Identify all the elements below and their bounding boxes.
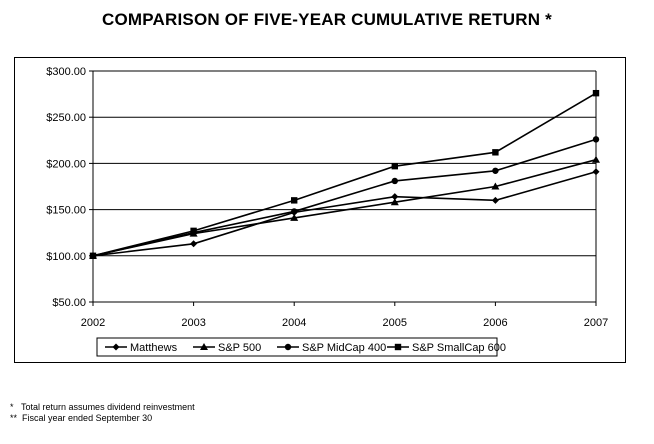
series-0-point-5 <box>592 168 600 176</box>
series-3-point-2 <box>291 197 298 204</box>
footnotes: * Total return assumes dividend reinvest… <box>10 402 195 424</box>
series-line-1 <box>92 158 597 257</box>
x-tick-label-2: 2004 <box>282 317 306 329</box>
footnote-1-text: Total return assumes dividend reinvestme… <box>21 402 195 412</box>
footnote-1: * Total return assumes dividend reinvest… <box>10 402 195 413</box>
footnote-1-mark: * <box>10 402 14 412</box>
legend-label-0: Matthews <box>130 342 178 354</box>
footnote-2-mark: ** <box>10 413 18 423</box>
y-tick-label-3: $150.00 <box>46 205 86 217</box>
series-2-point-4 <box>492 167 499 174</box>
footnote-2: ** Fiscal year ended September 30 <box>10 413 195 424</box>
y-tick-label-0: $300.00 <box>46 66 86 78</box>
series-line-2 <box>92 138 597 257</box>
series-2-point-5 <box>592 136 600 143</box>
series-3-point-0 <box>89 252 97 259</box>
legend-label-2: S&P MidCap 400 <box>302 342 386 354</box>
series-0-point-3 <box>391 193 399 201</box>
series-line-0 <box>92 170 597 257</box>
y-tick-label-1: $250.00 <box>46 112 86 124</box>
series-3-point-5 <box>592 89 600 97</box>
legend-label-1: S&P 500 <box>218 342 261 354</box>
series-0-point-4 <box>491 196 499 204</box>
series-1-point-3 <box>390 198 399 206</box>
legend-marker-0 <box>112 343 120 351</box>
series-1-point-5 <box>592 155 600 163</box>
y-tick-label-4: $100.00 <box>46 251 86 263</box>
x-tick-label-5: 2007 <box>584 317 608 329</box>
x-tick-label-0: 2002 <box>81 317 105 329</box>
x-tick-label-3: 2005 <box>383 317 407 329</box>
series-1-point-2 <box>290 213 299 221</box>
series-3-point-4 <box>492 149 499 156</box>
series-line-3 <box>92 92 597 257</box>
series-3-point-1 <box>190 227 197 235</box>
chart-title: COMPARISON OF FIVE-YEAR CUMULATIVE RETUR… <box>102 10 552 29</box>
legend-marker-3 <box>394 343 402 351</box>
legend-marker-1 <box>200 343 208 350</box>
series-2-point-2 <box>291 208 298 215</box>
x-tick-label-4: 2006 <box>483 317 507 329</box>
legend-marker-2 <box>284 343 292 351</box>
series-1-point-4 <box>491 182 500 190</box>
legend-label-3: S&P SmallCap 600 <box>412 342 506 354</box>
series-3-point-3 <box>391 162 398 170</box>
x-tick-label-1: 2003 <box>181 317 205 329</box>
y-tick-label-5: $50.00 <box>52 297 86 309</box>
series-2-point-3 <box>391 177 398 185</box>
series-0-point-1 <box>190 240 198 248</box>
y-tick-label-2: $200.00 <box>46 158 86 170</box>
footnote-2-text: Fiscal year ended September 30 <box>22 413 153 423</box>
